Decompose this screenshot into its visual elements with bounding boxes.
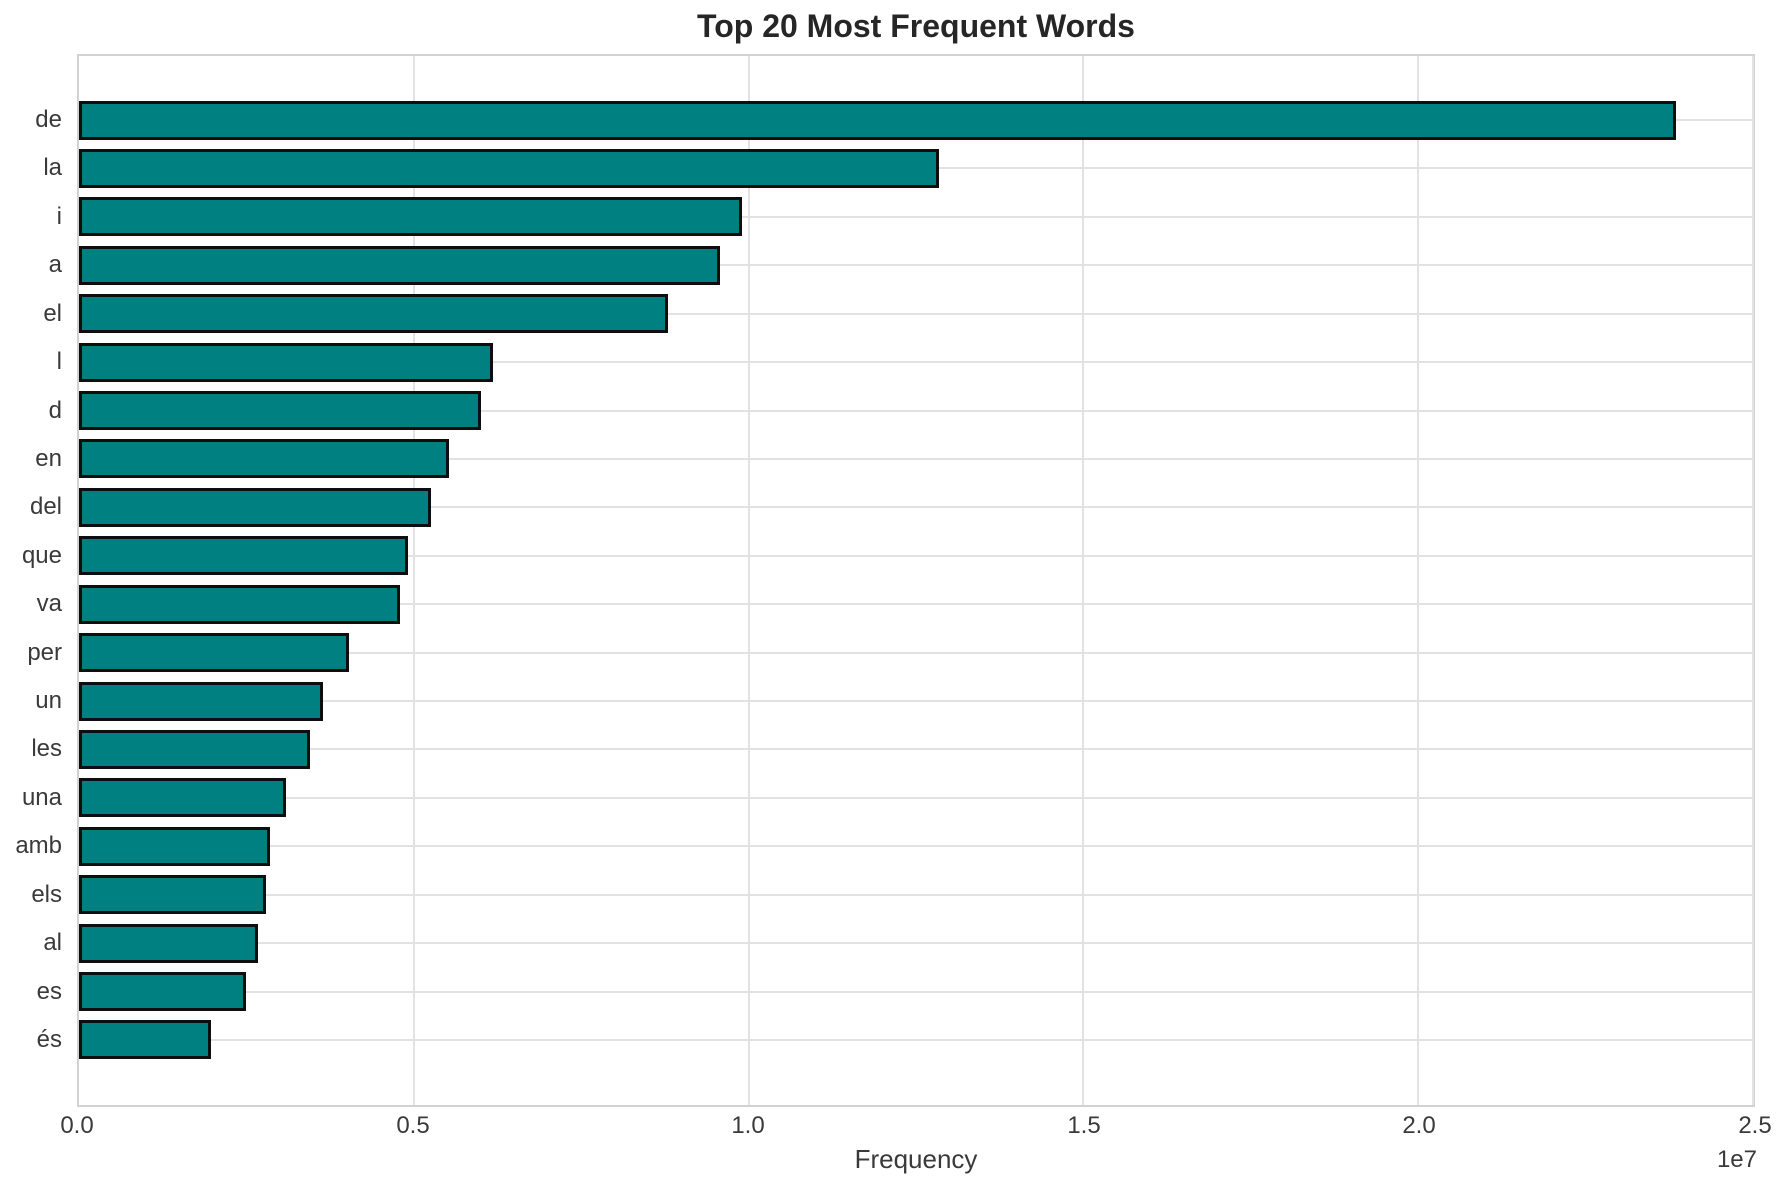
h-gridline: [79, 603, 1753, 605]
y-tick-label-els: els: [31, 881, 62, 908]
y-tick-label-en: en: [35, 445, 62, 472]
bar-les: [79, 730, 310, 769]
y-tick-label-de: de: [35, 106, 62, 133]
y-tick-label-una: una: [21, 784, 62, 811]
y-tick-label-amb: amb: [15, 832, 62, 859]
h-gridline: [79, 313, 1753, 315]
bar-i: [79, 197, 742, 236]
bar-és: [79, 1020, 211, 1059]
x-tick-label: 2.0: [1402, 1112, 1436, 1139]
y-tick-label-les: les: [31, 735, 62, 762]
bar-un: [79, 682, 323, 721]
h-gridline: [79, 991, 1753, 993]
h-gridline: [79, 264, 1753, 266]
bar-al: [79, 924, 258, 963]
bar-d: [79, 391, 481, 430]
y-tick-label-del: del: [29, 493, 62, 520]
bar-els: [79, 875, 266, 914]
y-tick-label-un: un: [35, 687, 62, 714]
x-axis-label: Frequency: [854, 1144, 978, 1174]
bar-per: [79, 633, 349, 672]
x-tick-label: 1.0: [731, 1112, 765, 1139]
y-tick-label-l: l: [56, 348, 62, 375]
h-gridline: [79, 942, 1753, 944]
y-tick-label-va: va: [36, 590, 62, 617]
bar-de: [79, 101, 1676, 140]
h-gridline: [79, 216, 1753, 218]
h-gridline: [79, 894, 1753, 896]
bar-que: [79, 536, 408, 575]
v-gridline: [1752, 56, 1754, 1105]
y-tick-label-al: al: [43, 929, 62, 956]
h-gridline: [79, 700, 1753, 702]
bar-l: [79, 343, 493, 382]
h-gridline: [79, 652, 1753, 654]
v-gridline: [413, 56, 415, 1105]
v-gridline: [1417, 56, 1419, 1105]
bar-del: [79, 488, 431, 527]
y-tick-label-és: és: [36, 1026, 62, 1053]
y-tick-label-la: la: [43, 154, 62, 181]
x-tick-label: 0.5: [396, 1112, 430, 1139]
chart-title: Top 20 Most Frequent Words: [697, 8, 1135, 44]
bar-la: [79, 149, 939, 188]
y-tick-label-per: per: [27, 639, 62, 666]
bar-en: [79, 439, 449, 478]
bar-amb: [79, 827, 270, 866]
h-gridline: [79, 361, 1753, 363]
x-tick-label: 0.0: [60, 1112, 94, 1139]
h-gridline: [79, 410, 1753, 412]
plot-area: [77, 54, 1755, 1107]
bar-va: [79, 585, 400, 624]
h-gridline: [79, 845, 1753, 847]
x-tick-label: 2.5: [1738, 1112, 1772, 1139]
x-tick-label: 1.5: [1067, 1112, 1101, 1139]
bar-a: [79, 246, 720, 285]
y-tick-label-d: d: [48, 397, 62, 424]
bar-el: [79, 294, 668, 333]
y-tick-label-a: a: [48, 251, 62, 278]
v-gridline: [748, 56, 750, 1105]
x-axis-offset-text: 1e7: [1716, 1146, 1757, 1173]
v-gridline: [1082, 56, 1084, 1105]
bar-es: [79, 972, 246, 1011]
h-gridline: [79, 748, 1753, 750]
y-tick-label-que: que: [21, 542, 62, 569]
h-gridline: [79, 797, 1753, 799]
h-gridline: [79, 555, 1753, 557]
h-gridline: [79, 1039, 1753, 1041]
h-gridline: [79, 458, 1753, 460]
y-tick-label-el: el: [43, 300, 62, 327]
y-tick-label-i: i: [56, 203, 62, 230]
h-gridline: [79, 506, 1753, 508]
bar-una: [79, 778, 286, 817]
y-tick-label-es: es: [36, 978, 62, 1005]
